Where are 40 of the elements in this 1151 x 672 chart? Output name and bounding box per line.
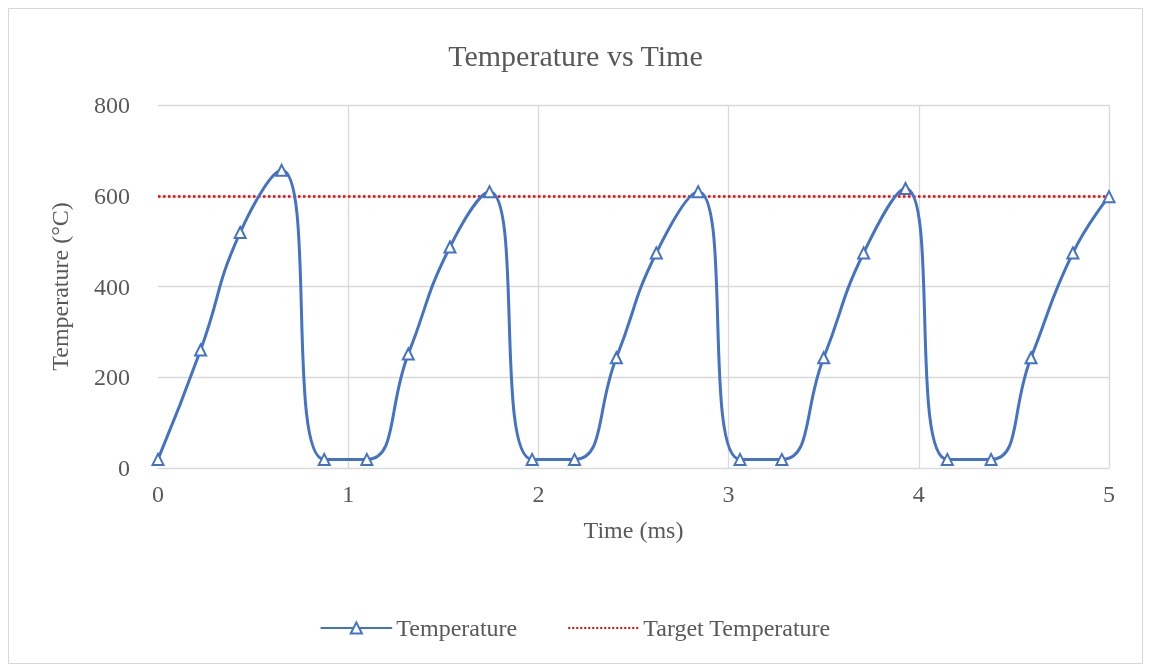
point — [691, 185, 705, 199]
point — [1024, 351, 1038, 365]
y-tick-label: 600 — [94, 182, 130, 209]
point — [401, 347, 415, 361]
point — [151, 452, 165, 466]
point — [317, 452, 331, 466]
point — [233, 226, 247, 239]
point — [568, 452, 582, 466]
point — [984, 452, 998, 466]
chart-title: Temperature vs Time — [448, 38, 703, 72]
y-tick-label: 400 — [94, 273, 130, 300]
point — [733, 452, 747, 466]
point — [817, 351, 831, 365]
point — [1066, 246, 1080, 260]
point — [609, 351, 623, 365]
x-tick-label: 3 — [722, 481, 735, 507]
x-tick-label: 1 — [342, 481, 355, 507]
point — [649, 246, 663, 260]
x-tick-label: 5 — [1103, 481, 1115, 507]
point — [1102, 190, 1116, 204]
y-tick-label: 0 — [118, 455, 130, 481]
x-tick-label: 4 — [912, 481, 925, 507]
y-tick-label: 800 — [94, 92, 130, 118]
legend-label: Target Temperature — [643, 615, 831, 641]
y-tick-label: 200 — [94, 364, 130, 391]
point — [275, 163, 289, 177]
point — [443, 240, 457, 254]
x-axis-title: Time (ms) — [583, 517, 684, 543]
point — [857, 246, 871, 260]
point — [525, 452, 539, 466]
point — [483, 185, 497, 199]
point — [194, 343, 208, 357]
x-tick-label: 2 — [532, 481, 545, 507]
point — [940, 452, 954, 466]
legend-label: Temperature — [396, 615, 518, 641]
point — [898, 181, 912, 195]
point — [775, 452, 789, 466]
point — [360, 452, 374, 466]
y-axis-title: Temperature (°C) — [47, 202, 73, 371]
x-tick-label: 0 — [152, 481, 164, 507]
